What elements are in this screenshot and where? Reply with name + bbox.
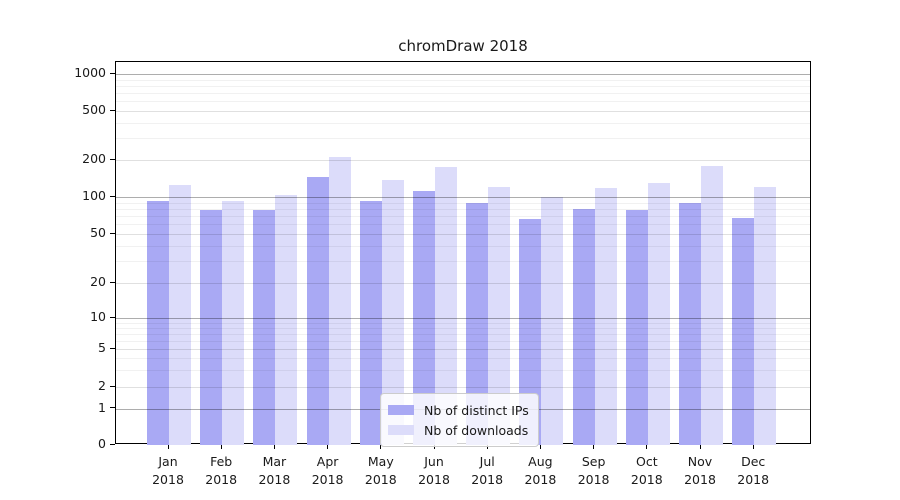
gridline-400 bbox=[116, 122, 810, 124]
bar-ips-oct bbox=[625, 210, 648, 445]
gridline-7 bbox=[116, 333, 810, 335]
gridline-800 bbox=[116, 85, 810, 87]
gridline-20 bbox=[116, 283, 810, 284]
bar-downloads-mar bbox=[275, 195, 298, 445]
x-tick-mark-dec bbox=[752, 444, 754, 449]
gridline-60 bbox=[116, 224, 810, 226]
gridline-100 bbox=[116, 197, 810, 198]
gridline-10 bbox=[116, 318, 810, 319]
gridline-300 bbox=[116, 138, 810, 140]
gridlines-layer bbox=[116, 62, 810, 443]
x-tick-label-dec: Dec 2018 bbox=[737, 454, 770, 487]
bar-downloads-sep bbox=[594, 188, 617, 445]
x-tick-mark-nov bbox=[699, 444, 701, 449]
x-tick-label-sep: Sep 2018 bbox=[577, 454, 610, 487]
x-tick-label-nov: Nov 2018 bbox=[684, 454, 716, 487]
y-tick-label-100: 100 bbox=[82, 188, 106, 203]
y-tick-label-1000: 1000 bbox=[74, 65, 106, 80]
bar-downloads-nov bbox=[701, 165, 723, 445]
x-tick-mark-aug bbox=[539, 444, 542, 449]
gridline-50 bbox=[116, 234, 810, 235]
bar-ips-mar bbox=[253, 210, 276, 445]
gridline-90 bbox=[116, 202, 810, 204]
legend-swatch-distinct-ips bbox=[388, 405, 414, 415]
bar-downloads-jan bbox=[169, 185, 191, 445]
x-tick-mark-sep bbox=[593, 444, 595, 449]
legend-label: Nb of distinct IPs bbox=[424, 402, 529, 418]
y-tick-label-2: 2 bbox=[98, 378, 106, 393]
y-tick-label-500: 500 bbox=[82, 102, 106, 117]
gridline-9 bbox=[116, 322, 810, 324]
gridline-40 bbox=[116, 245, 810, 247]
gridline-500 bbox=[116, 111, 810, 112]
bar-ips-nov bbox=[679, 203, 701, 445]
y-tick-label-50: 50 bbox=[90, 225, 106, 240]
x-tick-mark-apr bbox=[327, 444, 329, 449]
bars-layer bbox=[116, 62, 810, 445]
gridline-900 bbox=[116, 79, 810, 81]
x-tick-mark-oct bbox=[646, 444, 648, 449]
bar-ips-feb bbox=[200, 209, 223, 445]
x-tick-label-jun: Jun 2018 bbox=[418, 454, 450, 487]
x-tick-mark-jan bbox=[167, 444, 169, 449]
bar-ips-apr bbox=[306, 177, 329, 445]
x-tick-label-oct: Oct 2018 bbox=[630, 454, 663, 487]
gridline-1000 bbox=[116, 74, 810, 75]
y-tick-label-200: 200 bbox=[82, 151, 106, 166]
x-tick-label-feb: Feb 2018 bbox=[205, 454, 238, 487]
gridline-80 bbox=[116, 208, 810, 210]
x-tick-label-jan: Jan 2018 bbox=[152, 454, 184, 487]
y-tick-label-20: 20 bbox=[90, 274, 106, 289]
bar-ips-dec bbox=[732, 217, 755, 445]
gridline-4 bbox=[116, 358, 810, 360]
x-tick-label-mar: Mar 2018 bbox=[258, 454, 291, 487]
gridline-2 bbox=[116, 387, 810, 388]
gridline-700 bbox=[116, 93, 810, 95]
legend-swatch-downloads bbox=[388, 425, 414, 435]
x-tick-label-apr: Apr 2018 bbox=[311, 454, 344, 487]
legend-item-downloads: Nb of downloads bbox=[388, 420, 529, 440]
bar-downloads-oct bbox=[647, 183, 670, 445]
bar-downloads-apr bbox=[328, 157, 351, 445]
legend: Nb of distinct IPs Nb of downloads bbox=[380, 393, 539, 447]
legend-item-distinct-ips: Nb of distinct IPs bbox=[388, 400, 529, 420]
gridline-70 bbox=[116, 216, 810, 218]
y-tick-label-5: 5 bbox=[98, 340, 106, 355]
gridline-200 bbox=[116, 160, 810, 161]
y-tick-label-10: 10 bbox=[90, 309, 106, 324]
bar-downloads-feb bbox=[222, 201, 245, 445]
x-tick-mark-mar bbox=[273, 444, 276, 449]
gridline-600 bbox=[116, 101, 810, 103]
gridline-8 bbox=[116, 327, 810, 329]
plot-area: Nb of distinct IPs Nb of downloads bbox=[115, 61, 811, 447]
bar-downloads-aug bbox=[541, 197, 564, 445]
bar-ips-jan bbox=[147, 201, 169, 445]
chart-title: chromDraw 2018 bbox=[398, 37, 528, 55]
x-tick-label-aug: Aug 2018 bbox=[524, 454, 557, 487]
bar-ips-sep bbox=[572, 208, 595, 445]
x-tick-label-may: May 2018 bbox=[364, 454, 397, 487]
gridline-6 bbox=[116, 340, 810, 342]
gridline-5 bbox=[116, 349, 810, 350]
bar-downloads-dec bbox=[754, 186, 777, 445]
x-tick-label-jul: Jul 2018 bbox=[471, 454, 504, 487]
bar-ips-may bbox=[359, 200, 382, 445]
gridline-3 bbox=[116, 370, 810, 372]
legend-label: Nb of downloads bbox=[424, 422, 529, 438]
y-tick-label-1: 1 bbox=[98, 399, 106, 415]
gridline-30 bbox=[116, 261, 810, 263]
x-tick-mark-feb bbox=[220, 444, 222, 449]
y-tick-label-0: 0 bbox=[98, 436, 106, 451]
